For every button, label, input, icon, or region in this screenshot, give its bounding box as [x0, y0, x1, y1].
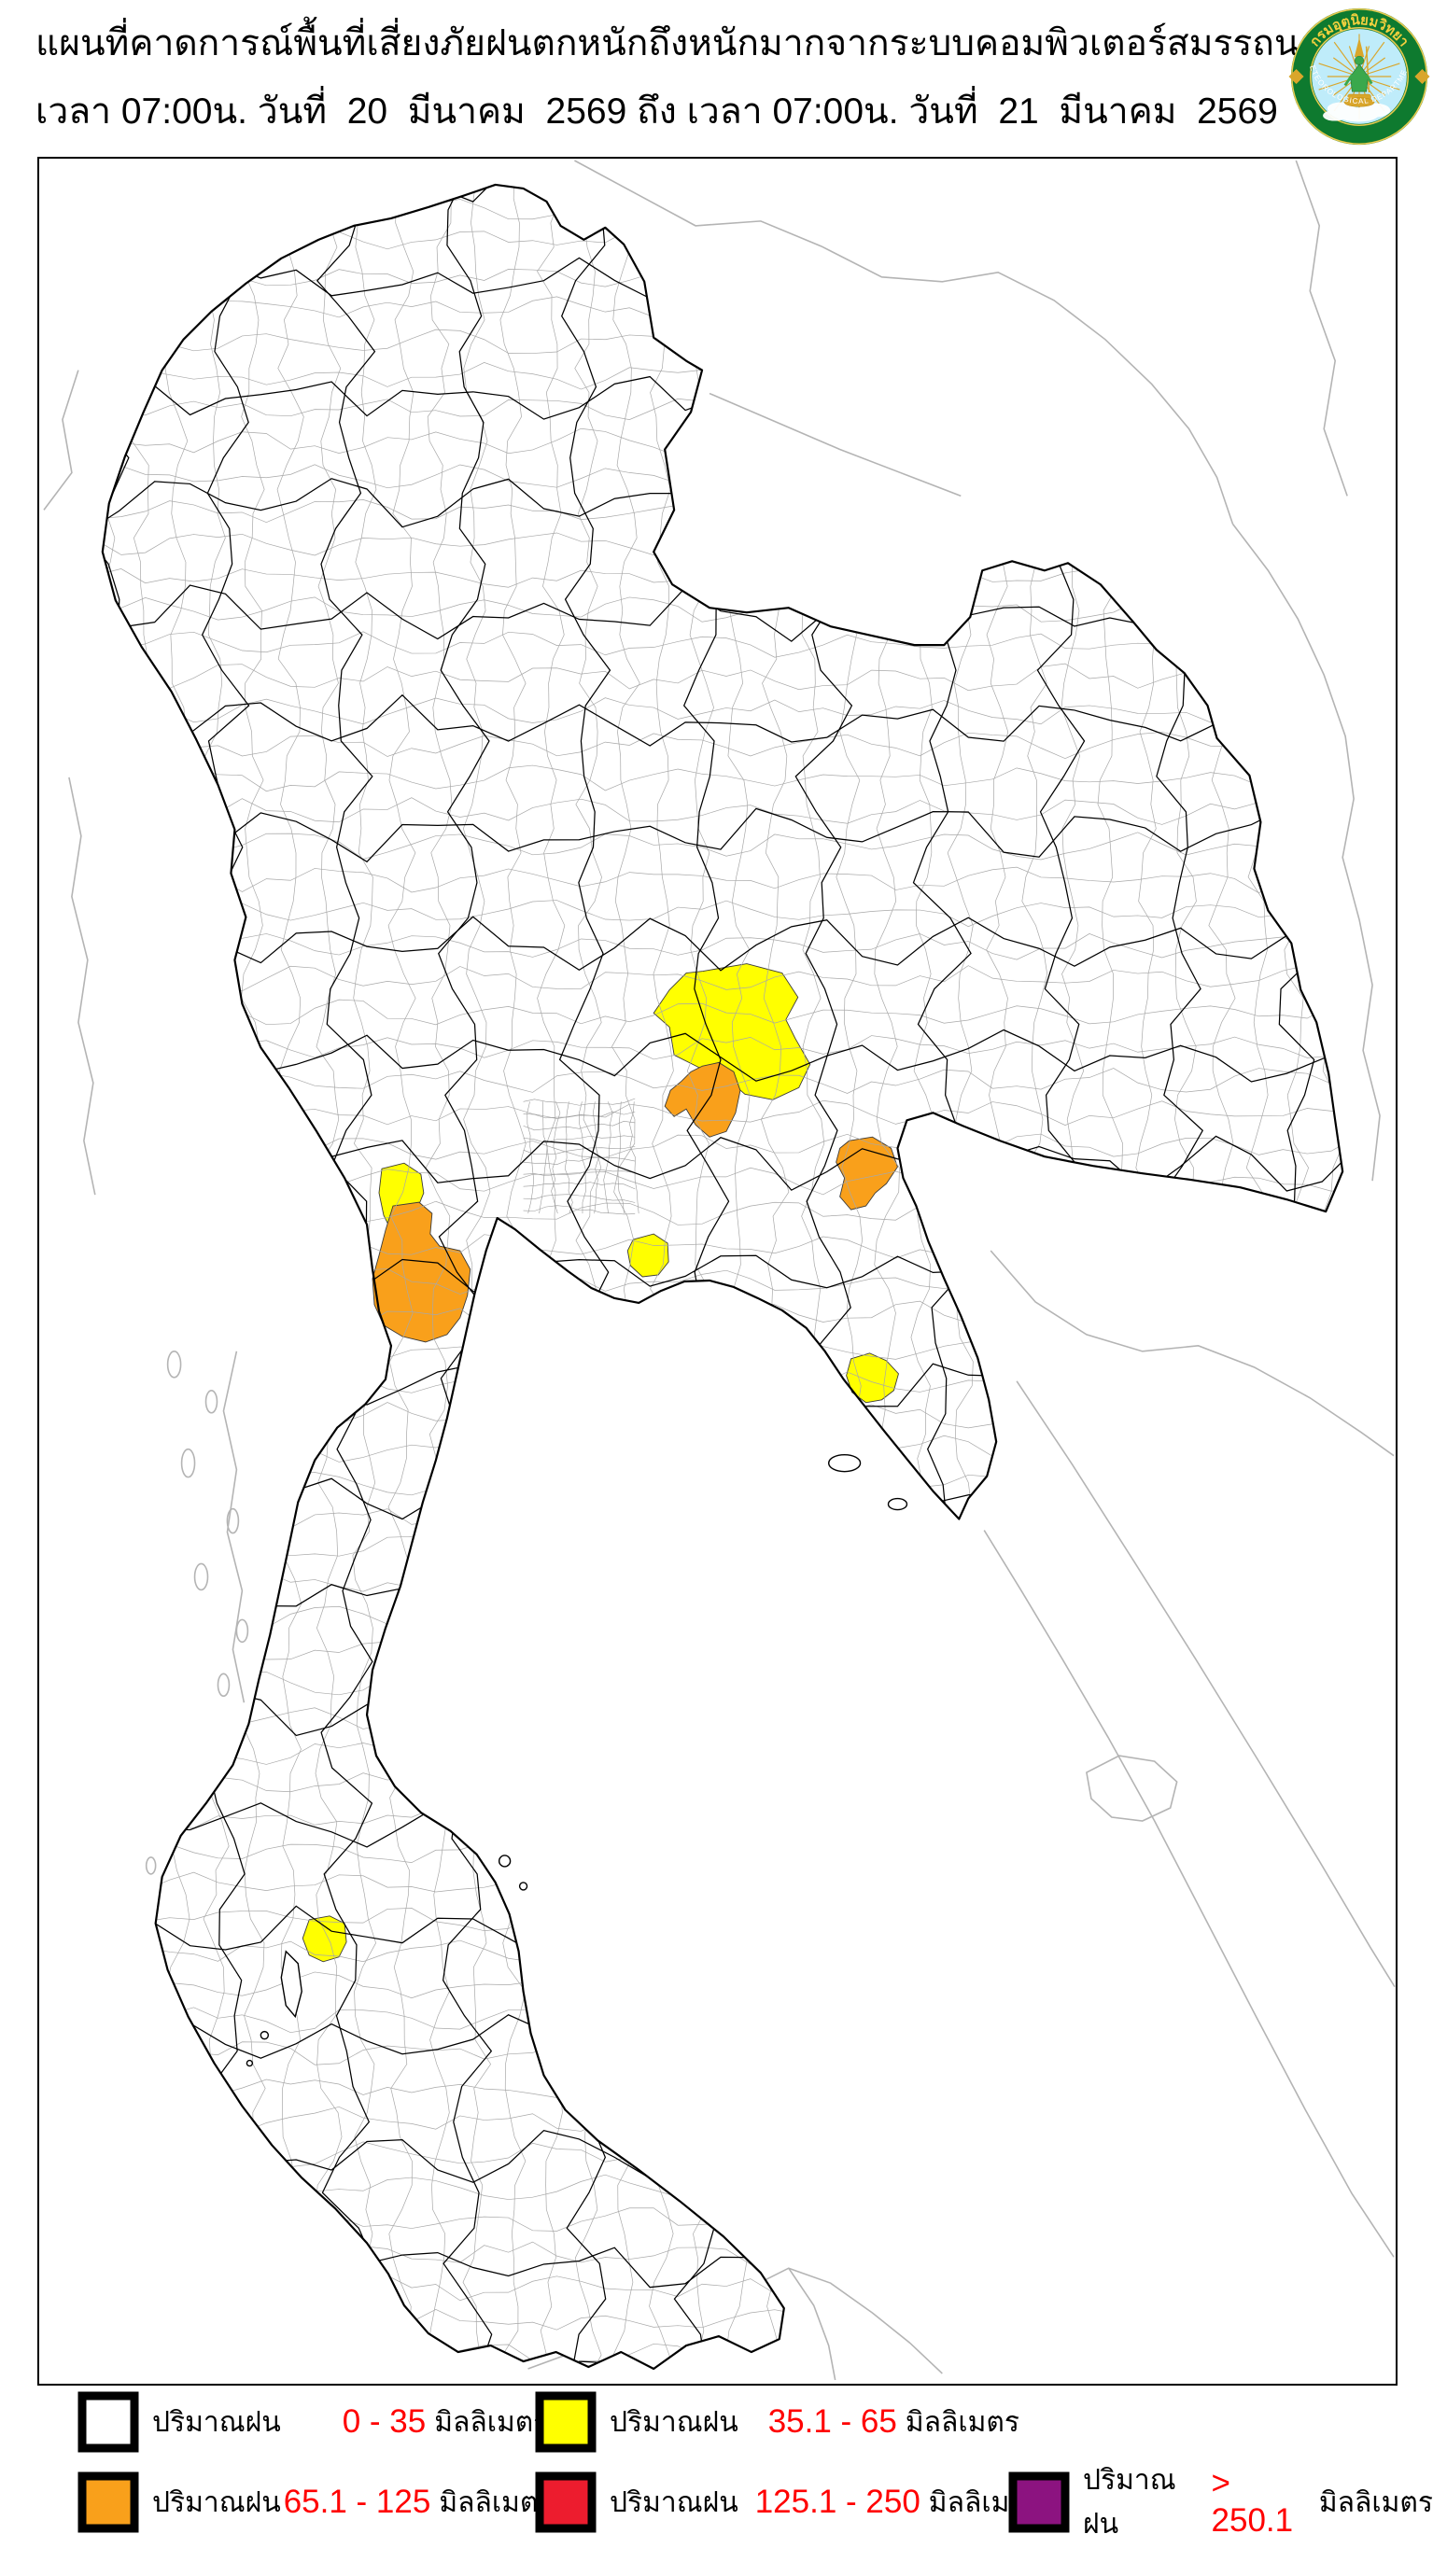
legend-range: 65.1 - 125: [283, 2484, 431, 2520]
legend-item-125-250: ปริมาณฝน 125.1 - 250 มิลลิเมตร: [535, 2471, 1043, 2533]
legend-range: > 250.1: [1211, 2465, 1294, 2539]
risk-area-central-yellow: [653, 963, 811, 1100]
bangkok-dense-districts: [523, 1098, 639, 1215]
legend-unit: มิลลิเมตร: [1318, 2486, 1433, 2518]
legend-range: 0 - 35: [342, 2403, 427, 2440]
risk-area-south-yellow: [302, 1915, 347, 1963]
legend-unit: มิลลิเมตร: [439, 2486, 554, 2518]
legend-swatch-white: [77, 2391, 139, 2453]
legend-label: ปริมาณฝน: [610, 2486, 738, 2518]
legend-swatch-yellow: [535, 2391, 597, 2453]
thailand-outline: [101, 183, 1344, 2371]
legend-label: ปริมาณฝน: [152, 2406, 281, 2438]
thailand-landmass: [102, 184, 1343, 2370]
legend-unit: มิลลิเมตร: [434, 2406, 549, 2438]
legend-range: 35.1 - 65: [767, 2403, 897, 2440]
logo-deity-figure: [1343, 37, 1375, 107]
page-subtitle-datetime: เวลา 07:00น. วันที่ 20 มีนาคม 2569 ถึง เ…: [35, 91, 1278, 132]
legend-label: ปริมาณฝน: [152, 2486, 281, 2518]
legend-swatch-orange: [77, 2471, 139, 2533]
legend-item-35-65: ปริมาณฝน 35.1 - 65 มิลลิเมตร: [535, 2391, 1019, 2453]
legend-item-over-250: ปริมาณฝน > 250.1 มิลลิเมตร: [1008, 2465, 1433, 2540]
legend-swatch-purple: [1008, 2471, 1070, 2533]
risk-area-gulf-coast-yellow: [626, 1233, 669, 1278]
legend-label: ปริมาณฝน: [610, 2406, 738, 2438]
legend-range: 125.1 - 250: [754, 2484, 920, 2520]
risk-area-central-orange: [664, 1061, 741, 1138]
thailand-district-map: [43, 160, 1396, 2381]
legend-label: ปริมาณฝน: [1083, 2465, 1176, 2540]
page-title: แผนที่คาดการณ์พื้นที่เสี่ยงภัยฝนตกหนักถึ…: [35, 23, 1359, 63]
thai-islands: [246, 1453, 908, 2067]
legend-item-0-35: ปริมาณฝน 0 - 35 มิลลิเมตร: [77, 2391, 548, 2453]
legend-unit: มิลลิเมตร: [905, 2406, 1020, 2438]
legend-swatch-red: [535, 2471, 597, 2533]
neighbor-country-borders: [43, 160, 1396, 2381]
tmd-logo: กรมอุตุนิยมวิทยา METEOROLOGICAL DEPARTME…: [1288, 6, 1430, 146]
map-frame: [37, 157, 1398, 2386]
rainfall-risk-areas: [283, 963, 899, 2011]
legend-item-65-125: ปริมาณฝน 65.1 - 125 มิลลิเมตร: [77, 2471, 554, 2533]
